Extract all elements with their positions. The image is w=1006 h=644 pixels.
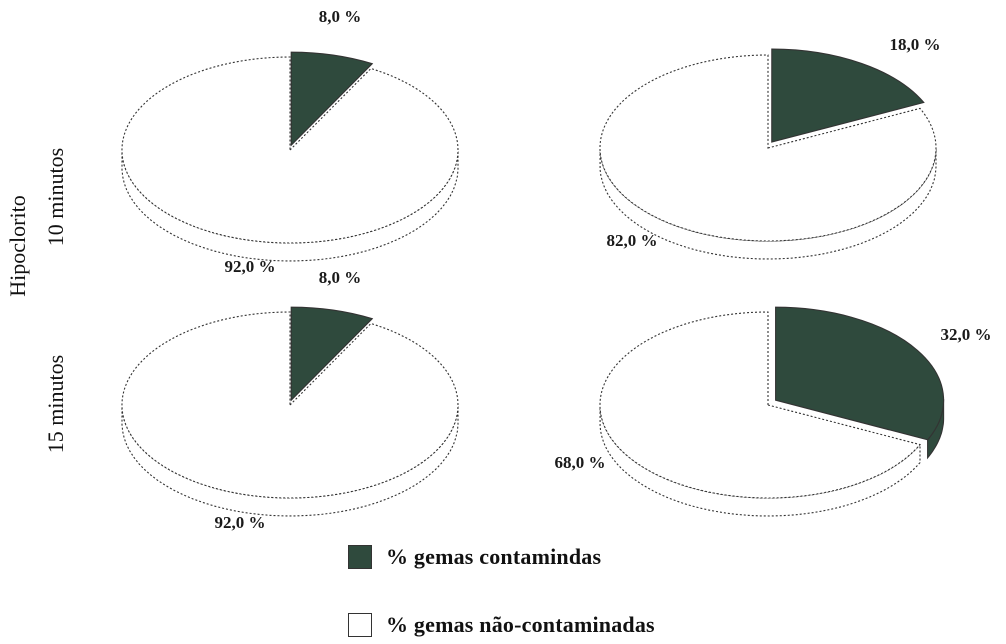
pie-slice-nao-contaminadas [599, 311, 921, 499]
pie-slice-nao-contaminadas [121, 311, 459, 499]
legend: % gemas contamindas % gemas não-contamin… [348, 538, 655, 644]
pie-slice-nao-contaminadas [121, 56, 459, 244]
pie-chart-2: 18,0 % 82,0 % [599, 35, 941, 260]
figure: 8,0 % 92,0 % 18,0 % 82,0 % 8,0 % 92,0 % 32,0 %… [5, 7, 992, 637]
pie-slice-contaminadas [775, 306, 945, 441]
data-label-nao-contaminadas: 92,0 % [215, 513, 266, 532]
pie-slice-contaminadas [290, 306, 374, 402]
data-label-contaminadas: 32,0 % [941, 325, 992, 344]
legend-swatch-nao-contaminadas [348, 613, 372, 637]
legend-item-nao-contaminadas: % gemas não-contaminadas [348, 606, 655, 644]
data-label-contaminadas: 8,0 % [319, 268, 362, 287]
data-label-nao-contaminadas: 92,0 % [225, 257, 276, 276]
pie-chart-3: 8,0 % 92,0 % [121, 268, 459, 532]
pie-chart-4: 32,0 % 68,0 % [555, 306, 992, 517]
legend-label-nao-contaminadas: % gemas não-contaminadas [386, 612, 655, 637]
pie-slice-nao-contaminadas-side [121, 406, 459, 517]
data-label-nao-contaminadas: 82,0 % [607, 231, 658, 250]
pie-slice-contaminadas [290, 51, 374, 147]
legend-swatch-contaminadas [348, 545, 372, 569]
data-label-nao-contaminadas: 68,0 % [555, 453, 606, 472]
pie-slice-nao-contaminadas-side [121, 151, 459, 262]
data-label-contaminadas: 18,0 % [890, 35, 941, 54]
data-label-contaminadas: 8,0 % [319, 7, 362, 26]
pie-slice-contaminadas [771, 48, 925, 143]
legend-label-contaminadas: % gemas contamindas [386, 544, 602, 569]
pie-charts: 8,0 % 92,0 % 18,0 % 82,0 % 8,0 % 92,0 % 32,0 %… [121, 7, 992, 532]
legend-item-contaminadas: % gemas contamindas [348, 538, 655, 576]
pie-chart-1: 8,0 % 92,0 % [121, 7, 459, 276]
pie-slice-nao-contaminadas [599, 54, 937, 242]
